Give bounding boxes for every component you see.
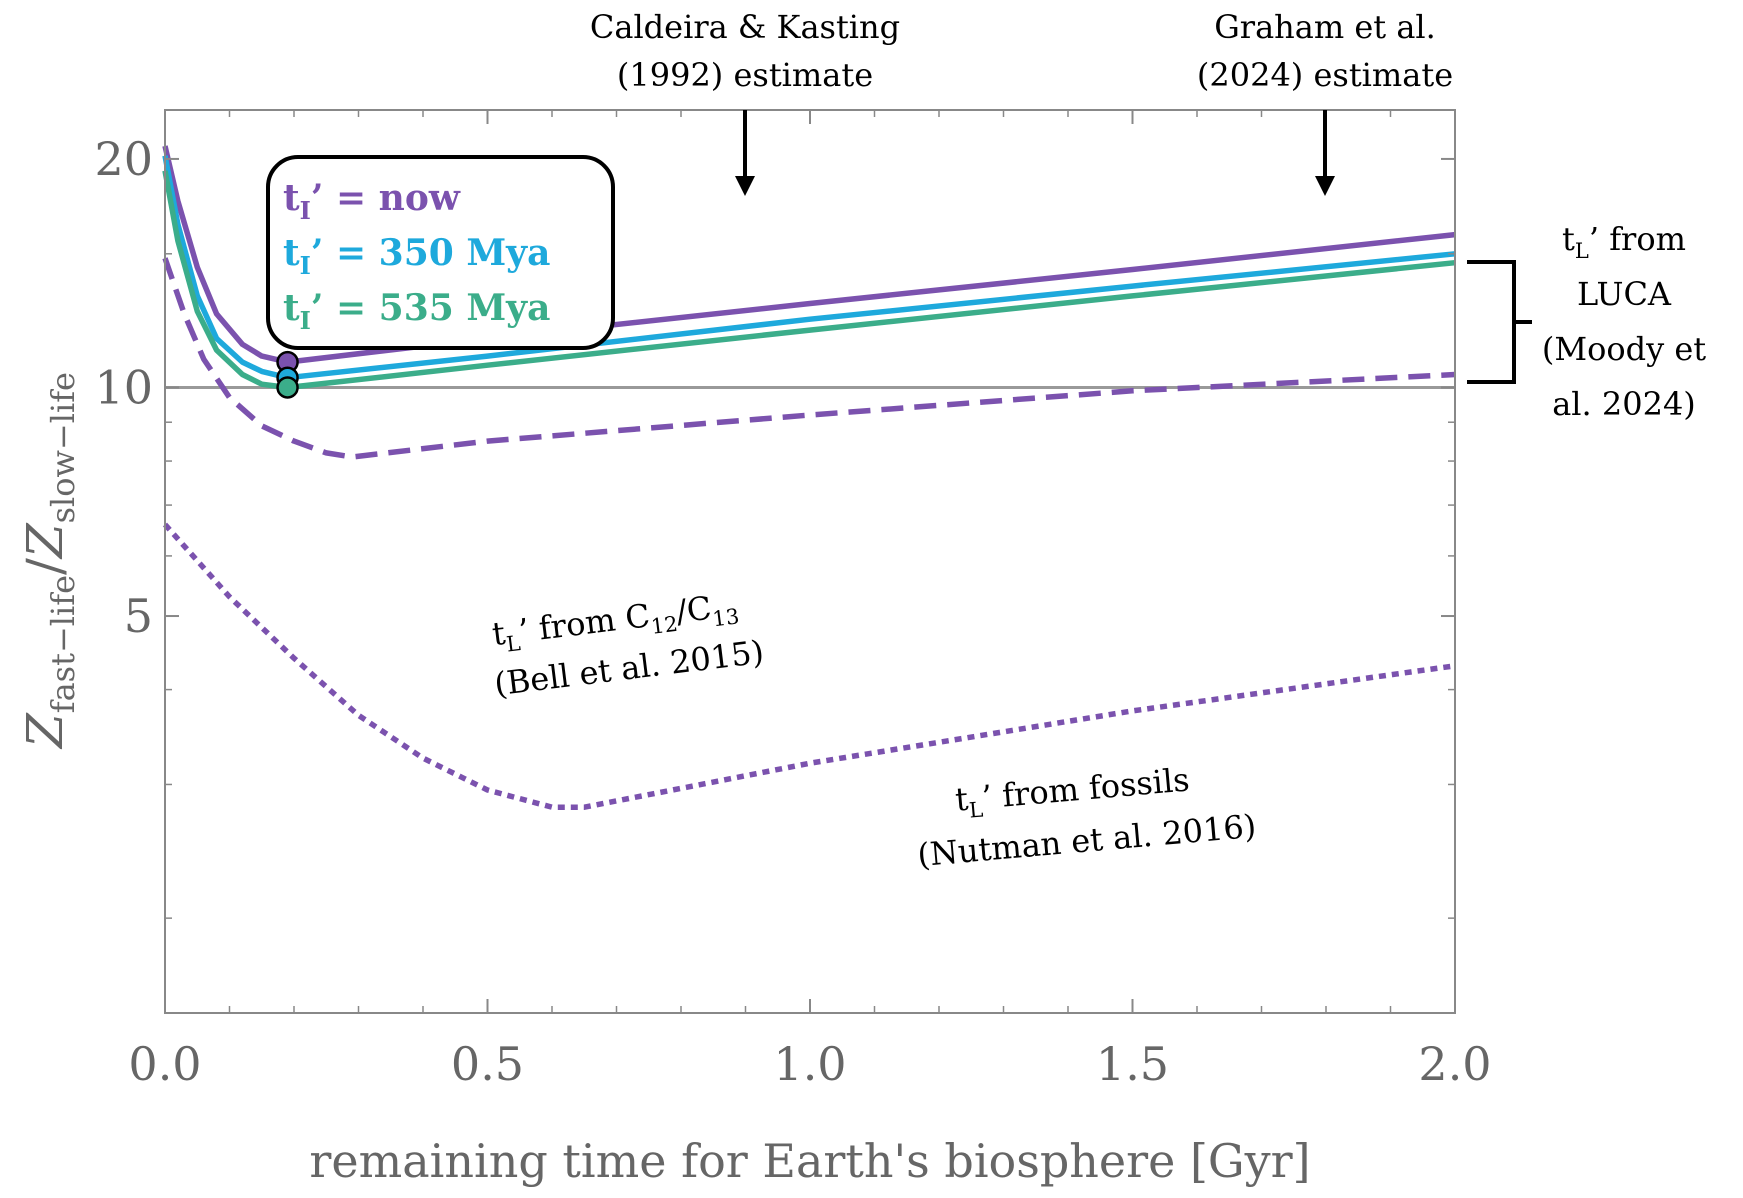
x-tick-label-2: 1.0 — [773, 1037, 846, 1091]
series-line-3 — [162, 257, 1456, 460]
x-tick-label-0: 0.0 — [128, 1037, 201, 1091]
graham-annotation: Graham et al. (2024) estimate — [1197, 8, 1453, 196]
caldeira-arrow-head — [735, 176, 755, 196]
caldeira-annotation: Caldeira & Kasting (1992) estimate — [590, 8, 900, 196]
x-axis-title: remaining time for Earth's biosphere [Gy… — [309, 1134, 1310, 1188]
luca-line4: al. 2024) — [1552, 385, 1696, 423]
series-line-2 — [162, 170, 1456, 391]
legend: tI’ = now tI’ = 350 Mya tI’ = 535 Mya — [266, 155, 615, 350]
axis-ticks: 0.0 0.5 1.0 1.5 2.0 5 10 20 — [94, 110, 1492, 1091]
legend-box — [266, 155, 615, 350]
x-tick-label-1: 0.5 — [451, 1037, 524, 1091]
caldeira-line2: (1992) estimate — [617, 56, 873, 94]
luca-line3: (Moody et — [1542, 330, 1706, 368]
luca-bracket: tL’ from LUCA (Moody et al. 2024) — [1467, 220, 1706, 423]
y-axis-title: Zfast−life/Zslow−life — [16, 372, 82, 750]
bell-line1: tL’ from C12/C13 — [490, 585, 741, 658]
series-lines — [162, 145, 1456, 810]
luca-bracket-shape — [1467, 260, 1532, 384]
graham-arrow-head — [1315, 176, 1335, 196]
series-line-0 — [162, 145, 1456, 365]
graham-line2: (2024) estimate — [1197, 56, 1453, 94]
y-axis-title-base: Z — [16, 712, 74, 750]
legend-entry-now: tI’ = now — [283, 177, 461, 225]
y-axis-title-sub2: slow−life — [44, 372, 82, 523]
marker-2 — [276, 376, 299, 399]
y-axis-title-sub: fast−life — [44, 575, 82, 713]
y-tick-label-1: 10 — [94, 360, 153, 414]
y-axis-title-base2: Z — [16, 522, 74, 560]
luca-line1: tL’ from — [1562, 220, 1686, 263]
graham-line1: Graham et al. — [1214, 8, 1436, 46]
x-tick-label-3: 1.5 — [1096, 1037, 1169, 1091]
svg-text:Zfast−life/Zslow−life: Zfast−life/Zslow−life — [16, 372, 82, 750]
bell-annotation: tL’ from C12/C13 (Bell et al. 2015) — [490, 585, 766, 704]
nutman-annotation: tL’ from fossils (Nutman et al. 2016) — [916, 760, 1258, 874]
y-axis-title-sep: / — [16, 558, 74, 575]
caldeira-line1: Caldeira & Kasting — [590, 8, 900, 46]
nutman-line1: tL’ from fossils — [954, 760, 1192, 823]
luca-line2: LUCA — [1577, 275, 1672, 313]
series-line-1 — [162, 155, 1456, 381]
series-line-4 — [162, 522, 1456, 810]
legend-entry-535: tI’ = 535 Mya — [283, 287, 550, 335]
legend-entry-350: tI’ = 350 Mya — [283, 232, 550, 280]
y-tick-label-2: 20 — [94, 132, 153, 186]
series-markers — [276, 350, 299, 399]
y-tick-label-0: 5 — [124, 589, 153, 643]
x-tick-label-4: 2.0 — [1418, 1037, 1491, 1091]
